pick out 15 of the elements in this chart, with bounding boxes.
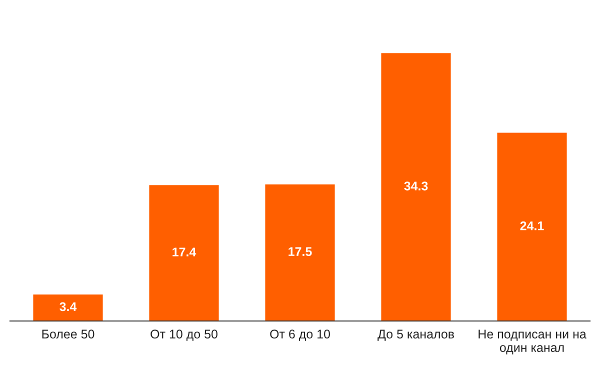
x-tick-label: От 6 до 10: [270, 330, 330, 341]
bar: [265, 184, 335, 321]
data-label: 34.3: [404, 182, 428, 190]
data-label: 24.1: [520, 221, 544, 230]
x-tick-label: Более 50: [42, 330, 94, 339]
x-tick-label: Не подписан ни на один канал: [478, 330, 586, 354]
bar: [497, 132, 567, 321]
x-tick-label: От 10 до 50: [150, 330, 218, 341]
bar: [33, 294, 103, 321]
data-label: 3.4: [60, 302, 77, 312]
data-label: 17.5: [288, 247, 312, 256]
bar: [381, 53, 451, 321]
bar: [149, 185, 219, 321]
x-tick-label: До 5 каналов: [378, 330, 454, 341]
data-label: 17.4: [172, 248, 196, 256]
